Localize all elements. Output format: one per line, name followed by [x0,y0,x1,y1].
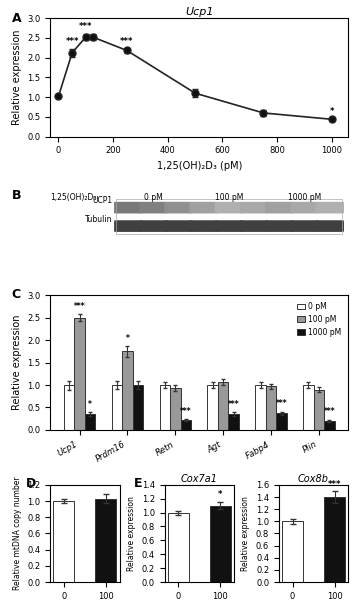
Text: 100 pM: 100 pM [215,193,243,202]
Title: Cox8b: Cox8b [298,474,329,484]
FancyBboxPatch shape [316,220,344,232]
Bar [324,497,345,582]
Y-axis label: Relative expression: Relative expression [241,496,251,571]
FancyBboxPatch shape [215,202,243,214]
FancyBboxPatch shape [265,220,294,232]
Text: D: D [26,477,36,490]
Text: *: * [126,334,129,343]
Text: ***: *** [180,407,192,416]
Text: A: A [11,12,21,25]
Bar [218,382,228,430]
Text: B: B [11,189,21,202]
Y-axis label: Relative expression: Relative expression [12,29,22,125]
Text: ***: *** [74,302,85,311]
Text: C: C [11,289,21,301]
Text: ***: *** [228,400,239,409]
Text: UCP1: UCP1 [93,196,113,205]
Text: 1,25(OH)₂D₃: 1,25(OH)₂D₃ [50,193,97,202]
Bar [210,506,231,582]
Title: Ucp1: Ucp1 [185,7,214,17]
Bar [133,385,143,430]
FancyBboxPatch shape [240,202,269,214]
FancyBboxPatch shape [164,202,193,214]
Bar [116,199,342,234]
Text: ***: *** [323,407,335,416]
Text: E: E [134,477,142,490]
FancyBboxPatch shape [240,220,269,232]
Text: ***: *** [276,400,287,409]
FancyBboxPatch shape [190,220,218,232]
Bar [85,414,95,430]
Bar [303,385,314,430]
Bar [122,351,133,430]
Legend: 0 pM, 100 pM, 1000 pM: 0 pM, 100 pM, 1000 pM [294,299,344,340]
FancyBboxPatch shape [290,220,319,232]
Text: ***: *** [328,479,341,488]
Bar [53,501,74,582]
Bar [64,385,74,430]
FancyBboxPatch shape [164,220,193,232]
Bar [255,385,266,430]
FancyBboxPatch shape [265,202,294,214]
FancyBboxPatch shape [190,202,218,214]
Text: 1000 pM: 1000 pM [288,193,321,202]
X-axis label: 1,25(OH)₂D₃ (pM): 1,25(OH)₂D₃ (pM) [157,161,242,171]
Bar [170,388,181,430]
Bar [324,421,335,430]
Bar [314,389,324,430]
FancyBboxPatch shape [139,202,168,214]
Y-axis label: Relative mtDNA copy number: Relative mtDNA copy number [13,476,22,590]
Bar [228,414,239,430]
Text: *: * [88,400,92,409]
Bar [74,317,85,430]
Text: Tubulin: Tubulin [85,215,113,224]
Bar [112,385,122,430]
Bar [168,512,189,582]
Title: Cox7a1: Cox7a1 [181,474,218,484]
Text: ***: *** [120,37,134,46]
Text: *: * [218,490,223,499]
FancyBboxPatch shape [290,202,319,214]
FancyBboxPatch shape [316,202,344,214]
Bar [282,521,303,582]
FancyBboxPatch shape [114,202,143,214]
FancyBboxPatch shape [139,220,168,232]
Text: ***: *** [79,22,93,31]
Bar [159,385,170,430]
Bar [181,420,191,430]
Bar [266,386,276,430]
Bar [95,499,116,582]
Text: ***: *** [65,37,79,46]
Bar [208,385,218,430]
FancyBboxPatch shape [215,220,243,232]
Text: 0 pM: 0 pM [144,193,163,202]
FancyBboxPatch shape [114,220,143,232]
Y-axis label: Relative expression: Relative expression [12,315,22,410]
Y-axis label: Relative expression: Relative expression [127,496,136,571]
Bar [276,413,287,430]
Text: *: * [330,107,334,116]
